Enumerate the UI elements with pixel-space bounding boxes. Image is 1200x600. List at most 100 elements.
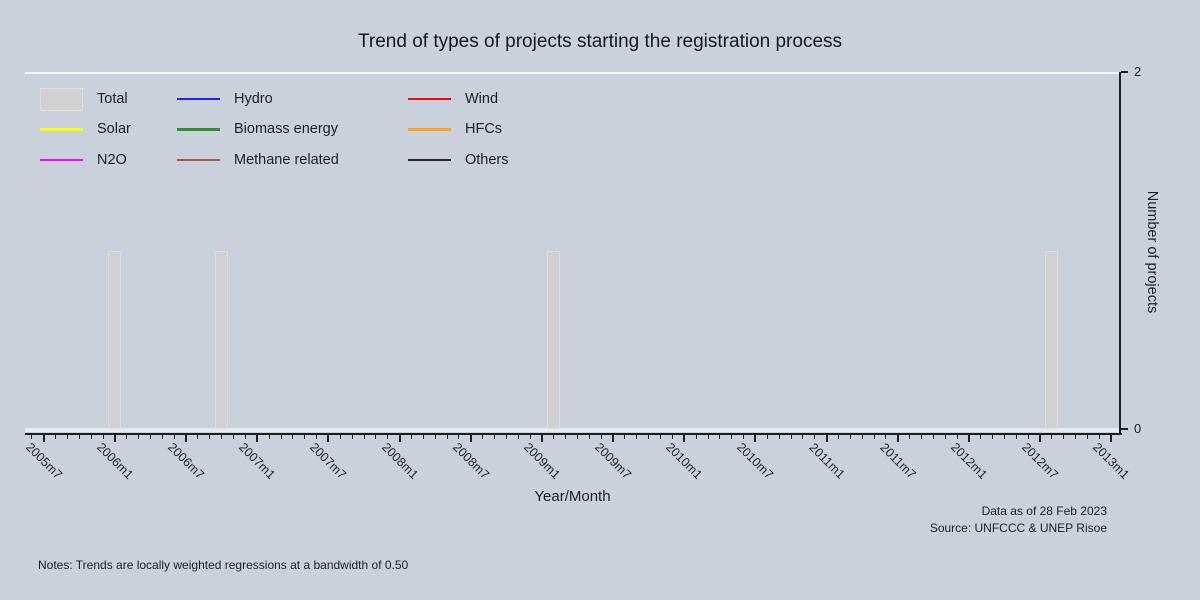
x-tick-label: 2010m7	[734, 440, 777, 482]
x-tick-label: 2005m7	[22, 440, 65, 482]
data-as-of-text: Data as of 28 Feb 2023	[981, 504, 1107, 518]
x-minor-tick	[161, 435, 163, 439]
x-minor-tick	[138, 435, 140, 439]
x-minor-tick	[743, 435, 745, 439]
x-tick-label: 2012m1	[948, 440, 990, 482]
x-minor-tick	[885, 435, 887, 439]
x-minor-tick	[387, 435, 389, 439]
legend-swatch-biomass-energy	[177, 128, 220, 131]
x-minor-tick	[494, 435, 496, 439]
x-minor-tick	[600, 435, 602, 439]
x-minor-tick	[90, 435, 92, 439]
x-tick-label: 2008m7	[449, 440, 492, 482]
x-minor-tick	[150, 435, 152, 439]
legend-label: Methane related	[234, 151, 339, 168]
x-minor-tick	[434, 435, 436, 439]
x-minor-tick	[1075, 435, 1077, 439]
x-minor-tick	[636, 435, 638, 439]
x-minor-tick	[648, 435, 650, 439]
total-bar	[547, 250, 561, 429]
x-major-tick	[1110, 435, 1113, 442]
x-minor-tick	[280, 435, 282, 439]
x-minor-tick	[102, 435, 104, 439]
x-minor-tick	[624, 435, 626, 439]
legend-swatch-hfcs	[408, 128, 451, 131]
x-minor-tick	[695, 435, 697, 439]
legend-swatch-total	[40, 87, 83, 111]
x-minor-tick	[707, 435, 709, 439]
y-tick	[1121, 71, 1128, 73]
source-text: Source: UNFCCC & UNEP Risoe	[929, 520, 1107, 535]
x-minor-tick	[292, 435, 294, 439]
x-minor-tick	[814, 435, 816, 439]
legend-label: Others	[465, 151, 509, 168]
legend-label: HFCs	[465, 121, 503, 137]
plot-top-border	[25, 72, 1120, 74]
x-tick-label: 2011m1	[806, 440, 848, 482]
legend-label: Wind	[465, 90, 499, 107]
x-minor-tick	[766, 435, 768, 439]
x-major-tick	[683, 435, 686, 442]
x-minor-tick	[980, 435, 982, 439]
x-tick-label: 2009m1	[521, 440, 563, 482]
x-minor-tick	[577, 435, 579, 439]
x-minor-tick	[1027, 435, 1029, 439]
notes-text: Notes: Trends are locally weighted regre…	[38, 558, 409, 572]
x-minor-tick	[351, 435, 353, 439]
legend-swatch-others	[408, 158, 451, 161]
x-minor-tick	[339, 435, 341, 439]
x-minor-tick	[932, 435, 934, 439]
legend-label: N2O	[97, 151, 127, 168]
x-minor-tick	[517, 435, 519, 439]
x-major-tick	[185, 435, 188, 442]
x-minor-tick	[1015, 435, 1017, 439]
x-major-tick	[1039, 435, 1042, 442]
x-minor-tick	[529, 435, 531, 439]
x-major-tick	[398, 435, 401, 442]
x-minor-tick	[1098, 435, 1100, 439]
legend-swatch-hydro	[177, 97, 220, 100]
legend-label: Total	[97, 90, 128, 107]
x-major-tick	[469, 435, 472, 442]
x-minor-tick	[422, 435, 424, 439]
x-major-tick	[612, 435, 615, 442]
x-minor-tick	[78, 435, 80, 439]
x-minor-tick	[1051, 435, 1053, 439]
x-minor-tick	[67, 435, 69, 439]
x-tick-label: 2006m7	[165, 440, 208, 482]
legend-label: Hydro	[234, 90, 273, 107]
x-minor-tick	[802, 435, 804, 439]
x-major-tick	[327, 435, 330, 442]
x-minor-tick	[992, 435, 994, 439]
y-axis-line	[1119, 72, 1121, 435]
x-minor-tick	[731, 435, 733, 439]
x-minor-tick	[458, 435, 460, 439]
x-tick-label: 2011m7	[877, 440, 919, 482]
x-minor-tick	[909, 435, 911, 439]
legend-label: Biomass energy	[234, 121, 338, 137]
x-minor-tick	[505, 435, 507, 439]
x-minor-tick	[244, 435, 246, 439]
x-tick-label: 2013m1	[1090, 440, 1133, 482]
x-minor-tick	[565, 435, 567, 439]
legend-swatch-methane-related	[177, 158, 220, 161]
total-bar	[108, 250, 122, 429]
legend-label: Solar	[97, 121, 131, 137]
x-minor-tick	[1087, 435, 1089, 439]
x-minor-tick	[553, 435, 555, 439]
x-minor-tick	[304, 435, 306, 439]
x-minor-tick	[268, 435, 270, 439]
x-axis-title: Year/Month	[534, 488, 611, 505]
x-minor-tick	[173, 435, 175, 439]
total-bar	[1045, 250, 1059, 429]
x-axis-line	[25, 433, 1122, 435]
legend-swatch-wind	[408, 97, 451, 100]
y-tick	[1121, 428, 1128, 430]
x-minor-tick	[31, 435, 33, 439]
x-minor-tick	[363, 435, 365, 439]
x-major-tick	[754, 435, 757, 442]
x-minor-tick	[221, 435, 223, 439]
y-tick-label: 2	[1134, 64, 1142, 79]
x-minor-tick	[778, 435, 780, 439]
x-minor-tick	[921, 435, 922, 439]
